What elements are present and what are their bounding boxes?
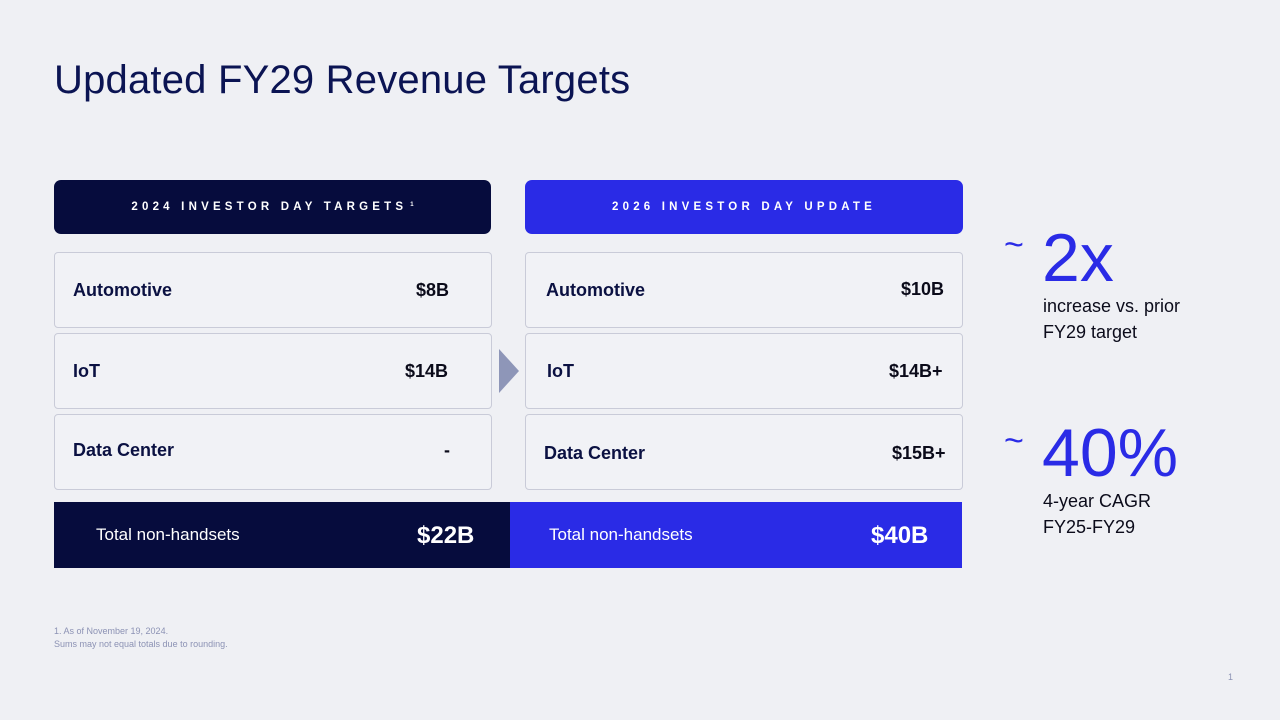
right-column-header-label: 2026 INVESTOR DAY UPDATE — [612, 201, 876, 213]
stat-cagr: 40% — [1042, 415, 1179, 491]
row-value: $14B — [405, 361, 449, 381]
row-value: $15B+ — [892, 443, 946, 463]
right-total-bar: Total non-handsets $40B — [510, 502, 962, 568]
row-value: - — [444, 440, 450, 460]
row-label: IoT — [547, 361, 574, 381]
row-label: IoT — [73, 361, 100, 381]
right-row-iot: IoT $14B+ — [525, 333, 963, 409]
stat-multiplier: 2x — [1042, 220, 1114, 296]
row-value: $10B — [901, 279, 945, 299]
footnote: Sums may not equal totals due to roundin… — [54, 639, 228, 649]
stat-description-line: increase vs. prior — [1043, 296, 1181, 316]
stat-description-line: 4-year CAGR — [1043, 491, 1152, 511]
stat-description-line: FY29 target — [1043, 322, 1138, 342]
left-row-automotive: Automotive $8B — [54, 252, 492, 328]
left-column-header: 2024 INVESTOR DAY TARGETS 1 — [54, 180, 491, 234]
total-label: Total non-handsets — [96, 525, 240, 544]
right-row-data-center: Data Center $15B+ — [525, 414, 963, 490]
total-value: $22B — [417, 522, 475, 549]
total-value: $40B — [871, 522, 929, 549]
row-label: Automotive — [546, 280, 645, 300]
footnote-marker: 1 — [410, 202, 414, 208]
right-row-automotive: Automotive $10B — [525, 252, 963, 328]
page-number: 1 — [1228, 672, 1234, 682]
stat-description-line: FY25-FY29 — [1043, 517, 1136, 537]
row-value: $14B+ — [889, 361, 943, 381]
page-title: Updated FY29 Revenue Targets — [54, 58, 631, 102]
left-total-bar: Total non-handsets $22B — [54, 502, 510, 568]
approx-icon: ~ — [1004, 422, 1024, 460]
left-row-iot: IoT $14B — [54, 333, 492, 409]
approx-icon: ~ — [1004, 226, 1024, 264]
total-label: Total non-handsets — [549, 525, 693, 544]
row-label: Automotive — [73, 280, 172, 300]
arrow-right-icon — [499, 349, 519, 393]
footnote: 1. As of November 19, 2024. — [54, 626, 169, 636]
left-column-header-label: 2024 INVESTOR DAY TARGETS — [131, 201, 408, 213]
row-value: $8B — [416, 280, 450, 300]
row-label: Data Center — [73, 440, 175, 460]
row-label: Data Center — [544, 443, 646, 463]
left-row-data-center: Data Center - — [54, 414, 492, 490]
right-column-header: 2026 INVESTOR DAY UPDATE — [525, 180, 963, 234]
